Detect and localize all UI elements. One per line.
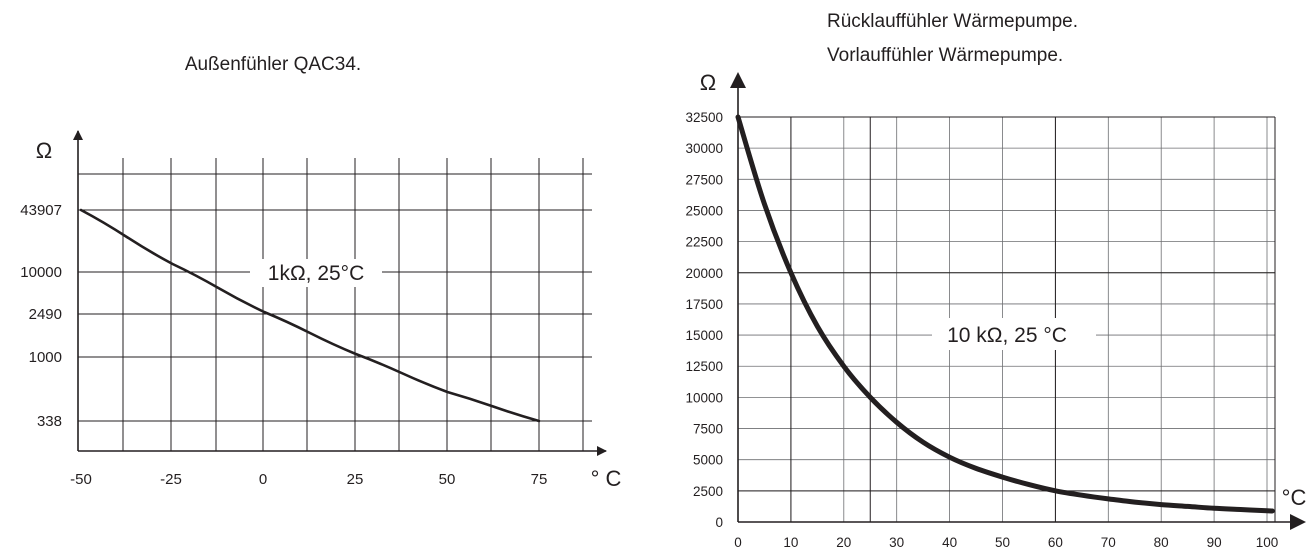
chart-1-annotation-bg	[250, 259, 382, 287]
chart-2-y-tick-label: 2500	[693, 484, 723, 499]
chart-1-annotation: 1kΩ, 25°C	[268, 262, 364, 285]
chart-1-x-tick-label: 75	[531, 471, 548, 488]
chart-2-series-line	[735, 114, 1275, 514]
chart-2-annotation: 10 kΩ, 25 °C	[947, 324, 1067, 347]
chart-1: Außenfühler QAC34. Ω ° C 439071000024901…	[20, 54, 621, 491]
chart-2-y-axis-label: Ω	[700, 70, 716, 95]
chart-1-y-tick-label: 43907	[20, 202, 62, 219]
chart-2-y-tick-label: 20000	[685, 266, 723, 281]
chart-2-x-tick-label: 70	[1101, 535, 1116, 550]
chart-2-x-ticks: 0 10 20 30 40 50 60 70 80 90 100	[734, 535, 1278, 550]
chart-1-x-tick-label: 50	[439, 471, 456, 488]
chart-2-y-tick-label: 7500	[693, 422, 723, 437]
chart-2-axes	[730, 72, 1306, 530]
chart-1-title: Außenfühler QAC34.	[185, 54, 361, 75]
chart-1-y-tick-label: 2490	[29, 306, 62, 323]
chart-2-x-tick-label: 0	[734, 535, 742, 550]
chart-2-y-tick-label: 5000	[693, 453, 723, 468]
chart-1-series-line	[79, 208, 541, 423]
chart-2-y-tick-label: 22500	[685, 235, 723, 250]
chart-1-x-ticks: -50 -25 0 25 50 75	[70, 471, 547, 488]
chart-2-x-tick-label: 30	[889, 535, 904, 550]
chart-2-x-tick-label: 90	[1207, 535, 1222, 550]
chart-2-y-tick-label: 25000	[685, 203, 723, 218]
chart-2-y-tick-label: 17500	[685, 297, 723, 312]
chart-2-x-tick-label: 10	[783, 535, 798, 550]
chart-1-y-tick-label: 10000	[20, 264, 62, 281]
chart-2: Rücklauffühler Wärmepumpe. Vorlauffühler…	[685, 11, 1312, 550]
chart-2-x-tick-label: 50	[995, 535, 1010, 550]
chart-2-x-tick-label: 60	[1048, 535, 1063, 550]
chart-2-y-ticks: 0 2500 5000 7500 10000 12500 15000 17500 20000 22…	[685, 110, 723, 530]
chart-2-y-tick-label: 15000	[685, 328, 723, 343]
chart-2-y-tick-label: 27500	[685, 172, 723, 187]
chart-2-x-tick-label: 80	[1154, 535, 1169, 550]
chart-1-x-tick-label: -50	[70, 471, 92, 488]
chart-1-x-axis-label: ° C	[591, 466, 622, 491]
chart-1-x-tick-label: -25	[160, 471, 182, 488]
chart-2-x-tick-label: 20	[836, 535, 851, 550]
chart-1-grid	[78, 158, 592, 451]
chart-2-y-tick-label: 32500	[685, 110, 723, 125]
chart-2-x-axis-label-bg	[1276, 482, 1312, 512]
chart-1-y-tick-label: 338	[37, 413, 62, 430]
chart-1-axes	[73, 130, 607, 456]
chart-2-title-line-2: Vorlauffühler Wärmepumpe.	[827, 45, 1063, 66]
chart-1-y-tick-label: 1000	[29, 349, 62, 366]
chart-1-x-tick-label: 0	[259, 471, 267, 488]
chart-2-x-tick-label: 40	[942, 535, 957, 550]
chart-2-x-tick-label: 100	[1256, 535, 1279, 550]
chart-2-y-tick-label: 10000	[685, 390, 723, 405]
chart-2-title-line-1: Rücklauffühler Wärmepumpe.	[827, 11, 1078, 32]
chart-1-x-tick-label: 25	[347, 471, 364, 488]
chart-1-y-ticks: 43907 10000 2490 1000 338	[20, 202, 62, 430]
chart-2-y-tick-label: 0	[715, 515, 723, 530]
chart-1-y-axis-label: Ω	[36, 138, 52, 163]
chart-2-annotation-bg	[932, 318, 1096, 350]
chart-2-y-tick-label: 30000	[685, 141, 723, 156]
chart-2-x-axis-label: °C	[1282, 485, 1307, 510]
chart-2-y-tick-label: 12500	[685, 359, 723, 374]
